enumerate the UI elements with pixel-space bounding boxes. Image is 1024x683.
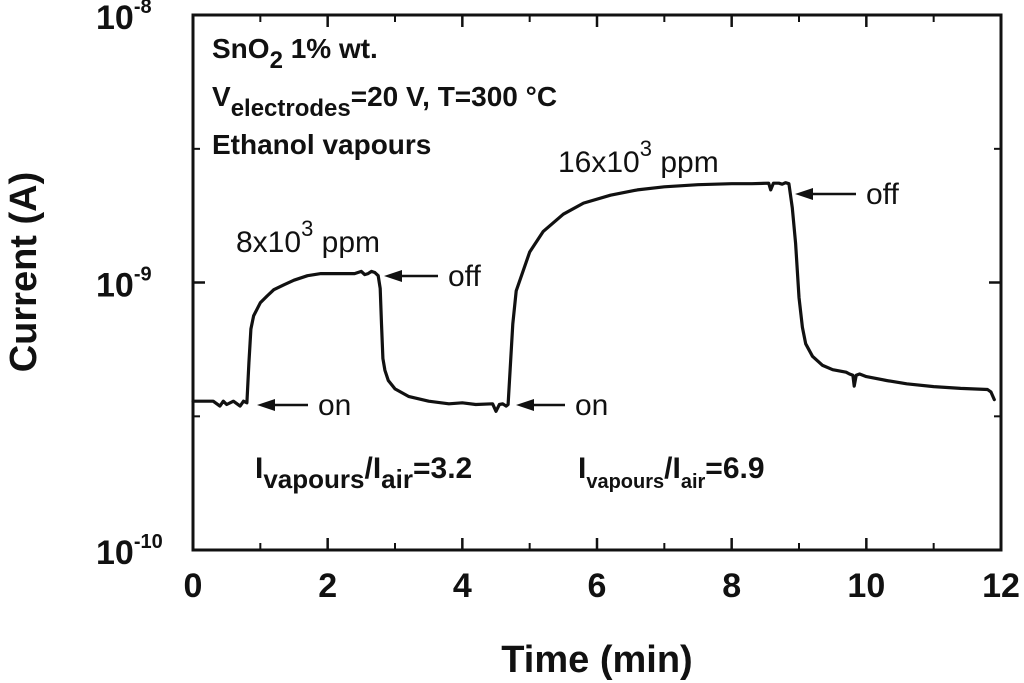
y-tick-exponent: -10 bbox=[134, 531, 163, 553]
ratio-value: =3.2 bbox=[413, 452, 472, 485]
ratio-label: Ivapours/Iair=3.2 bbox=[255, 452, 472, 494]
arrow-label: off bbox=[866, 178, 899, 211]
y-tick-exponent: -9 bbox=[134, 264, 152, 286]
concentration-label: 8x103 ppm bbox=[236, 216, 380, 259]
off-arrow-1: off bbox=[384, 260, 481, 293]
info-text: Ethanol vapours bbox=[212, 129, 431, 160]
x-tick-label: 8 bbox=[722, 567, 741, 605]
arrow-label: on bbox=[575, 389, 608, 422]
ratio-subscript-vapours: vapours bbox=[586, 471, 664, 493]
concentration-base: 16x10 bbox=[558, 146, 640, 179]
info-line: Ethanol vapours bbox=[212, 129, 431, 160]
annotation-arrows: on off on off bbox=[257, 178, 899, 422]
axis-ticks bbox=[191, 13, 1003, 552]
info-line: Velectrodes=20 V, T=300 °C bbox=[212, 81, 557, 122]
concentration-exponent: 3 bbox=[301, 216, 313, 241]
info-subscript: electrodes bbox=[231, 95, 351, 122]
series-line bbox=[191, 181, 996, 413]
y-tick-label: 10-9 bbox=[96, 264, 152, 305]
concentration-exponent: 3 bbox=[640, 136, 652, 161]
y-tick-base: 10 bbox=[96, 534, 134, 572]
ratio-slash-I: /I bbox=[365, 452, 382, 485]
ratio-value: =6.9 bbox=[705, 452, 764, 485]
info-text: 1% wt. bbox=[283, 33, 378, 64]
info-line: SnO2 1% wt. bbox=[212, 33, 378, 74]
info-text: =20 V, T=300 °C bbox=[351, 81, 557, 112]
ratio-subscript-air: air bbox=[381, 464, 413, 494]
ratio-I: I bbox=[255, 452, 263, 485]
concentration-unit: ppm bbox=[652, 146, 719, 179]
ratio-subscript-air: air bbox=[681, 471, 706, 493]
x-tick-label: 6 bbox=[588, 567, 607, 605]
x-tick-label: 12 bbox=[982, 567, 1020, 605]
arrow-head bbox=[257, 399, 275, 411]
x-tick-label: 4 bbox=[453, 567, 472, 605]
y-tick-label: 10-10 bbox=[96, 531, 163, 572]
arrow-head bbox=[516, 399, 534, 411]
x-axis-title: Time (min) bbox=[501, 639, 692, 681]
y-tick-label: 10-8 bbox=[96, 0, 152, 37]
on-arrow-1: on bbox=[257, 389, 351, 422]
x-tick-label: 2 bbox=[318, 567, 337, 605]
info-text: V bbox=[212, 81, 231, 112]
ratio-subscript-vapours: vapours bbox=[263, 464, 364, 494]
arrow-label: off bbox=[448, 260, 481, 293]
on-arrow-2: on bbox=[516, 389, 608, 422]
ratio-label: Ivapours/Iair=6.9 bbox=[578, 452, 765, 493]
concentration-base: 8x10 bbox=[236, 226, 301, 259]
off-arrow-2: off bbox=[795, 178, 899, 211]
arrow-head bbox=[795, 188, 813, 200]
y-tick-base: 10 bbox=[96, 267, 134, 305]
ratio-slash-I: /I bbox=[664, 452, 681, 485]
info-subscript: 2 bbox=[270, 47, 283, 74]
info-text: SnO bbox=[212, 33, 270, 64]
info-box: SnO2 1% wt. Velectrodes=20 V, T=300 °C Eth… bbox=[212, 33, 557, 160]
concentration-unit: ppm bbox=[313, 226, 380, 259]
x-tick-label: 0 bbox=[184, 567, 203, 605]
ratio-labels: Ivapours/Iair=3.2 Ivapours/Iair=6.9 bbox=[255, 452, 765, 494]
ratio-I: I bbox=[578, 452, 586, 485]
y-tick-base: 10 bbox=[96, 0, 134, 37]
y-axis-title: Current (A) bbox=[3, 172, 45, 373]
arrow-head bbox=[384, 270, 402, 282]
y-tick-exponent: -8 bbox=[134, 0, 152, 18]
x-tick-label: 10 bbox=[847, 567, 885, 605]
concentration-label: 16x103 ppm bbox=[558, 136, 719, 179]
arrow-label: on bbox=[318, 389, 351, 422]
